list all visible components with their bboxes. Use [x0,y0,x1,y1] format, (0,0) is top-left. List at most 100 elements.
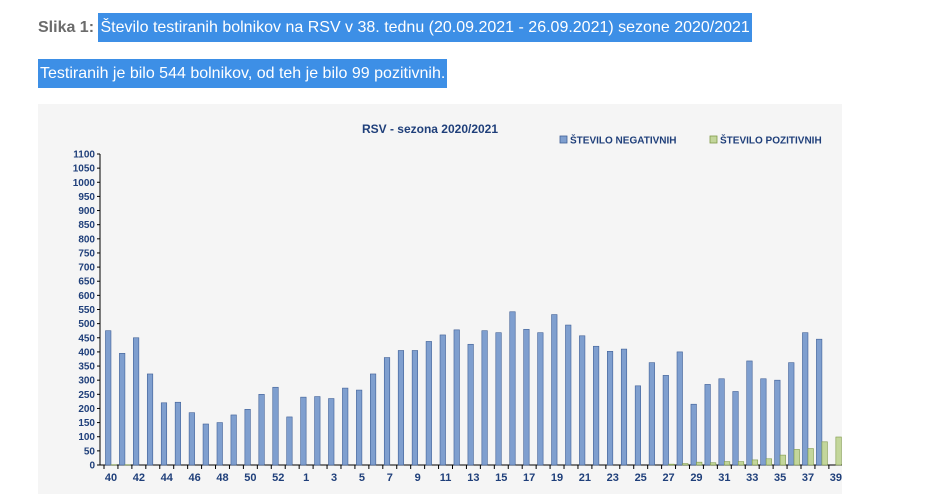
figure-caption-summary: Testiranih je bilo 544 bolnikov, od teh … [38,59,448,88]
x-tick-label: 48 [216,472,228,484]
x-tick-label: 50 [244,472,256,484]
bar-positive-32 [737,461,745,466]
legend-swatch-negative [559,135,568,144]
bar-negative-48 [216,422,223,466]
bar-negative-30 [704,384,711,466]
rsv-bar-chart: RSV - sezona 2020/2021 ŠTEVILO NEGATIVNIH… [73,122,842,484]
figure-caption-summary-text: Testiranih je bilo 544 bolnikov, od teh … [38,59,448,88]
y-tick-label: 750 [78,248,95,259]
bar-negative-7 [383,357,391,466]
bar-negative-24 [620,348,628,466]
bar-negative-15 [495,332,502,466]
bar-negative-49 [230,414,237,466]
x-tick-label: 13 [467,472,479,484]
bar-negative-42 [133,337,140,466]
x-tick-label: 9 [415,472,421,484]
y-tick-label: 950 [78,192,95,203]
x-tick-label: 31 [718,472,730,484]
bar-negative-21 [579,335,586,466]
bar-negative-45 [174,401,181,466]
x-tick-label: 17 [523,472,535,484]
x-tick-label: 21 [579,472,591,484]
y-tick-label: 900 [78,206,95,217]
bar-negative-23 [607,351,614,466]
bar-positive-36 [793,449,800,466]
y-tick-label: 1050 [73,164,96,175]
y-tick-label: 800 [78,234,95,245]
bar-negative-19 [551,314,558,466]
y-tick-label: 450 [78,333,95,344]
x-tick-label: 42 [133,472,145,484]
figure-caption-title: Slika 1: Število testiranih bolnikov na … [38,13,752,42]
bar-negative-47 [202,423,209,466]
bar-negative-25 [634,385,641,466]
bar-negative-33 [746,360,753,466]
y-tick-label: 500 [78,319,95,330]
x-tick-label: 35 [774,472,786,484]
y-tick-label: 350 [78,362,95,373]
y-tick-label: 600 [78,291,95,302]
legend-label-positive: ŠTEVILO POZITIVNIH [720,134,822,147]
y-tick-label: 250 [78,390,95,401]
y-tick-label: 850 [78,220,95,231]
bar-negative-17 [523,328,530,466]
bar-negative-2 [314,396,321,466]
y-tick-label: 700 [78,263,95,274]
y-tick-label: 400 [78,347,95,358]
bar-negative-22 [593,345,600,466]
bar-negative-50 [244,409,251,466]
bar-positive-28 [682,463,689,466]
x-tick-label: 15 [495,472,507,484]
bar-positive-37 [807,448,814,466]
bar-negative-14 [481,330,488,466]
bar-negative-32 [732,391,739,466]
x-tick-label: 3 [331,472,337,484]
bar-positive-27 [668,463,675,466]
bar-negative-9 [411,350,418,466]
y-tick-label: 50 [84,446,96,457]
bar-negative-53 [286,416,293,466]
bar-negative-28 [676,351,683,466]
bar-negative-26 [648,362,655,466]
y-tick-label: 100 [78,432,95,443]
bar-positive-35 [779,454,786,466]
bar-positive-30 [710,462,717,466]
bar-negative-16 [509,311,516,466]
bar-positive-33 [751,459,759,466]
x-tick-label: 33 [746,472,758,484]
x-tick-label: 39 [830,472,842,484]
bar-negative-4 [342,387,349,466]
bar-negative-44 [160,402,168,466]
bar-negative-8 [397,350,405,466]
y-tick-label: 1000 [73,178,96,189]
bar-negative-36 [788,362,795,466]
x-tick-label: 19 [551,472,563,484]
y-tick-label: 550 [78,305,95,316]
bar-negative-41 [119,353,126,466]
figure-caption-prefix: Slika 1: [38,19,95,36]
bar-negative-38 [816,338,823,466]
figure-caption-title-text: Število testiranih bolnikov na RSV v 38.… [98,13,752,42]
x-tick-label: 25 [635,472,647,484]
x-tick-label: 1 [303,472,309,484]
bar-positive-38 [821,441,828,466]
x-tick-label: 46 [188,472,200,484]
bar-negative-46 [188,412,195,466]
bar-negative-43 [146,373,154,466]
bar-negative-40 [105,330,112,466]
bar-negative-13 [467,343,474,466]
legend-label-negative: ŠTEVILO NEGATIVNIH [570,134,677,147]
bar-negative-20 [565,324,572,466]
x-tick-label: 37 [802,472,814,484]
bar-negative-35 [774,379,781,466]
x-tick-label: 7 [387,472,393,484]
bar-negative-12 [453,329,460,466]
y-tick-label: 150 [78,418,95,429]
x-tick-label: 27 [662,472,674,484]
bar-positive-29 [696,461,703,466]
y-tick-label: 200 [78,404,95,415]
bar-negative-37 [802,332,809,466]
x-tick-label: 5 [359,472,365,484]
y-tick-label: 0 [89,461,95,472]
bar-negative-6 [370,373,377,466]
